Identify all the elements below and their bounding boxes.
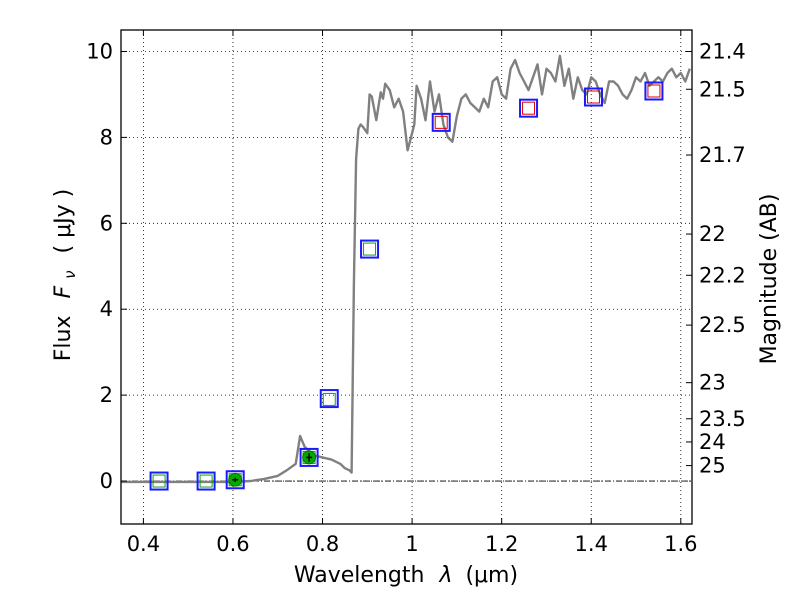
observed-photometry-point [644, 81, 664, 101]
x-tick-label: 0.4 [127, 532, 160, 556]
observed-photometry-point [299, 447, 319, 467]
y2-tick-label: 24 [699, 430, 726, 454]
synthetic-photometry-point [586, 90, 600, 104]
y-tick-label: 2 [100, 383, 113, 407]
observed-photometry-point [319, 389, 339, 409]
x-tick-label: 1 [405, 532, 418, 556]
y2-tick-label: 23.5 [699, 407, 746, 431]
grid [121, 30, 692, 524]
y-axis-label-subscript: ν [61, 270, 79, 278]
synthetic-photometry-point [434, 115, 448, 129]
observed-photometry-point [196, 471, 216, 491]
y-tick-label: 6 [100, 211, 113, 235]
x-axis-label-symbol: λ [438, 563, 452, 588]
synthetic-photometry-point [363, 242, 377, 256]
y-tick-label: 8 [100, 125, 113, 149]
y-tick-label: 4 [100, 297, 113, 321]
x-tick-label: 1.4 [575, 532, 608, 556]
plot-frame [120, 29, 693, 525]
y2-tick-label: 21.7 [699, 143, 746, 167]
model-spectrum-line [121, 54, 691, 484]
x-axis-label: Wavelength λ (μm) [294, 563, 518, 588]
observed-photometry-point [519, 98, 539, 118]
y2-tick-label: 23 [699, 371, 726, 395]
y-axis-label-text: Flux [51, 315, 76, 361]
y-axis-label-unit: ( μJy ) [51, 189, 76, 254]
x-tick-label: 1.2 [485, 532, 518, 556]
plot-data [121, 54, 691, 491]
synthetic-photometry-point [647, 84, 661, 98]
observed-photometry-point [149, 471, 169, 491]
y2-tick-label: 22.2 [699, 263, 746, 287]
y2-tick-label: 25 [699, 454, 726, 478]
observed-photometry-point [431, 112, 451, 132]
synthetic-photometry-point [322, 392, 336, 406]
observed-photometry-point [583, 87, 603, 107]
synthetic-photometry-point [522, 101, 536, 115]
y2-axis-label: Magnitude (AB) [757, 194, 782, 365]
x-axis-label-text: Wavelength [294, 563, 425, 588]
x-tick-label: 1.6 [664, 532, 697, 556]
synthetic-photometry-point [152, 474, 166, 488]
synthetic-photometry-point [199, 474, 213, 488]
observed-photometry-point [360, 239, 380, 259]
observed-photometry-point [225, 470, 245, 490]
x-tick-label: 0.8 [306, 532, 339, 556]
y2-tick-label: 21.4 [699, 39, 746, 63]
x-axis-label-unit: (μm) [465, 563, 518, 588]
x-tick-label: 0.6 [216, 532, 249, 556]
y-tick-label: 10 [86, 39, 113, 63]
y-axis-label-symbol: F [51, 285, 76, 298]
y2-tick-label: 22.5 [699, 313, 746, 337]
y2-tick-label: 22 [699, 222, 726, 246]
y2-tick-label: 21.5 [699, 77, 746, 101]
y-axis-label: Flux F ν ( μJy ) [51, 189, 81, 361]
y-tick-label: 0 [100, 469, 113, 493]
